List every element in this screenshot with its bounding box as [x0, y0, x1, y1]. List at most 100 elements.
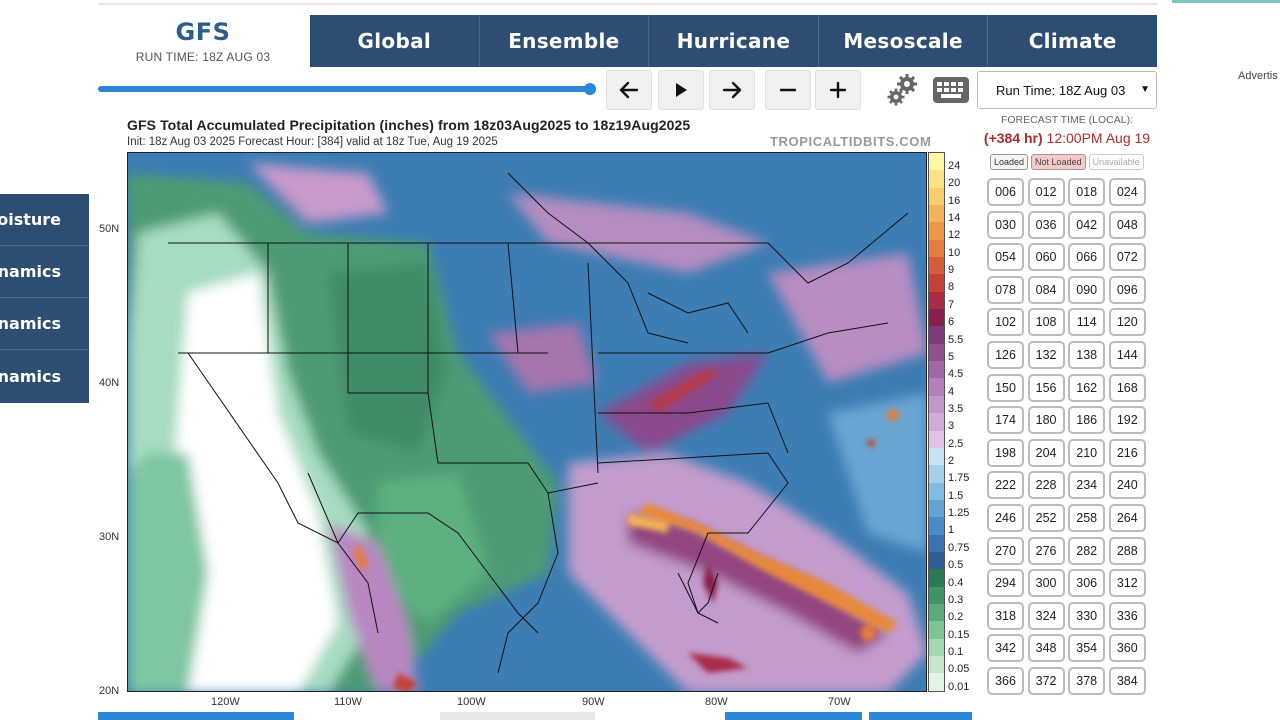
colorbar-segment — [929, 673, 944, 691]
forecast-hour-button[interactable]: 354 — [1068, 634, 1106, 663]
zoom-in-button[interactable] — [815, 70, 861, 110]
colorbar-tick-label: 1 — [948, 524, 955, 537]
tab-global[interactable]: Global — [310, 15, 480, 67]
forecast-hour-button[interactable]: 366 — [987, 666, 1024, 695]
sidebar-item-dynamics-1[interactable]: Dynamics — [0, 246, 89, 298]
precipitation-map[interactable] — [127, 152, 927, 692]
forecast-hour-button[interactable]: 342 — [987, 634, 1024, 663]
forecast-hour-button[interactable]: 264 — [1108, 503, 1146, 532]
tab-climate[interactable]: Climate — [1028, 29, 1117, 53]
colorbar-tick-label: 0.15 — [948, 628, 970, 641]
sidebar-item-moisture[interactable]: Moisture — [0, 194, 89, 246]
colorbar-segment — [929, 153, 944, 171]
forecast-hour-button[interactable]: 006 — [987, 178, 1024, 206]
forecast-hour-button[interactable]: 186 — [1068, 406, 1106, 435]
gear-icon[interactable] — [884, 72, 922, 108]
forecast-hour-button[interactable]: 168 — [1108, 373, 1146, 402]
bottom-button-mid[interactable] — [725, 712, 862, 720]
prev-frame-button[interactable] — [606, 70, 652, 110]
forecast-hour-button[interactable]: 084 — [1027, 275, 1065, 304]
sidebar-item-dynamics-2[interactable]: Dynamics — [0, 298, 89, 350]
forecast-hour-button[interactable]: 222 — [987, 471, 1024, 500]
forecast-hour-button[interactable]: 144 — [1108, 340, 1146, 369]
colorbar-segment — [929, 551, 944, 570]
forecast-hour-button[interactable]: 210 — [1068, 438, 1106, 467]
forecast-hour-button[interactable]: 054 — [987, 243, 1024, 272]
minus-icon — [779, 88, 797, 92]
bottom-tabs[interactable] — [440, 712, 595, 720]
forecast-hour-button[interactable]: 072 — [1108, 243, 1146, 272]
colorbar-segment — [929, 430, 944, 448]
run-time-select[interactable]: Run Time: 18Z Aug 03 ▼ — [977, 71, 1157, 109]
sidebar-item-dynamics-3[interactable]: Dynamics — [0, 366, 61, 386]
forecast-hour-button[interactable]: 048 — [1108, 210, 1146, 239]
forecast-hour-button[interactable]: 330 — [1068, 601, 1106, 630]
forecast-hour-button[interactable]: 012 — [1027, 178, 1065, 206]
forecast-hour-button[interactable]: 360 — [1108, 634, 1146, 663]
forecast-hour-button[interactable]: 024 — [1108, 178, 1146, 206]
forecast-hour-button[interactable]: 372 — [1027, 666, 1065, 695]
forecast-hour-button[interactable]: 042 — [1068, 210, 1106, 239]
forecast-hour-button[interactable]: 150 — [987, 373, 1024, 402]
forecast-hour-button[interactable]: 126 — [987, 340, 1024, 369]
lat-label: 50N — [99, 223, 120, 235]
forecast-hour-button[interactable]: 312 — [1108, 569, 1146, 598]
forecast-hour-button[interactable]: 018 — [1068, 178, 1106, 206]
bottom-button-left[interactable] — [98, 712, 294, 720]
forecast-slider[interactable] — [98, 86, 594, 92]
forecast-hour-button[interactable]: 234 — [1068, 471, 1106, 500]
forecast-hour-button[interactable]: 348 — [1027, 634, 1065, 663]
forecast-hour-button[interactable]: 384 — [1108, 666, 1146, 695]
play-button[interactable] — [658, 70, 704, 110]
forecast-hour-button[interactable]: 114 — [1068, 308, 1106, 337]
forecast-hour-button[interactable]: 378 — [1068, 666, 1106, 695]
forecast-slider-handle[interactable] — [584, 83, 596, 95]
bottom-button-right[interactable] — [869, 712, 972, 720]
tab-hurricane[interactable]: Hurricane — [649, 15, 819, 67]
brand[interactable]: GFS RUN TIME: 18Z AUG 03 — [118, 18, 288, 64]
forecast-hour-button[interactable]: 324 — [1027, 601, 1065, 630]
forecast-hour-button[interactable]: 132 — [1027, 340, 1065, 369]
forecast-hour-button[interactable]: 252 — [1027, 503, 1065, 532]
zoom-out-button[interactable] — [765, 70, 811, 110]
forecast-hour-button[interactable]: 036 — [1027, 210, 1065, 239]
forecast-hour-button[interactable]: 318 — [987, 601, 1024, 630]
forecast-hour-button[interactable]: 060 — [1027, 243, 1065, 272]
forecast-hour-button[interactable]: 192 — [1108, 406, 1146, 435]
forecast-hour-button[interactable]: 204 — [1027, 438, 1065, 467]
keyboard-icon[interactable] — [933, 77, 969, 103]
forecast-hour-button[interactable]: 138 — [1068, 340, 1106, 369]
tab-mesoscale[interactable]: Mesoscale — [819, 15, 989, 67]
forecast-hour-button[interactable]: 270 — [987, 536, 1024, 565]
forecast-hour-button[interactable]: 090 — [1068, 275, 1106, 304]
forecast-hour-button[interactable]: 102 — [987, 308, 1024, 337]
forecast-hour-button[interactable]: 078 — [987, 275, 1024, 304]
forecast-hour-button[interactable]: 156 — [1027, 373, 1065, 402]
tab-ensemble[interactable]: Ensemble — [480, 15, 650, 67]
forecast-hour-button[interactable]: 258 — [1068, 503, 1106, 532]
forecast-hour-button[interactable]: 198 — [987, 438, 1024, 467]
colorbar-tick-label: 4.5 — [948, 368, 964, 381]
forecast-hour-button[interactable]: 336 — [1108, 601, 1146, 630]
forecast-hour-button[interactable]: 228 — [1027, 471, 1065, 500]
forecast-hour-button[interactable]: 306 — [1068, 569, 1106, 598]
forecast-hour-button[interactable]: 174 — [987, 406, 1024, 435]
forecast-hour-button[interactable]: 066 — [1068, 243, 1106, 272]
forecast-hour-button[interactable]: 108 — [1027, 308, 1065, 337]
colorbar-tick-label: 0.3 — [948, 593, 964, 606]
forecast-hour-button[interactable]: 030 — [987, 210, 1024, 239]
forecast-hour-button[interactable]: 240 — [1108, 471, 1146, 500]
forecast-hour-button[interactable]: 120 — [1108, 308, 1146, 337]
forecast-hour-button[interactable]: 162 — [1068, 373, 1106, 402]
forecast-hour-button[interactable]: 288 — [1108, 536, 1146, 565]
forecast-hour-button[interactable]: 246 — [987, 503, 1024, 532]
forecast-hour-button[interactable]: 096 — [1108, 275, 1146, 304]
forecast-hour-button[interactable]: 216 — [1108, 438, 1146, 467]
forecast-hour-button[interactable]: 300 — [1027, 569, 1065, 598]
forecast-hour-button[interactable]: 294 — [987, 569, 1024, 598]
forecast-hour-button[interactable]: 276 — [1027, 536, 1065, 565]
forecast-hour-button[interactable]: 282 — [1068, 536, 1106, 565]
forecast-hour-button[interactable]: 180 — [1027, 406, 1065, 435]
colorbar-segment — [929, 621, 944, 639]
next-frame-button[interactable] — [709, 70, 755, 110]
